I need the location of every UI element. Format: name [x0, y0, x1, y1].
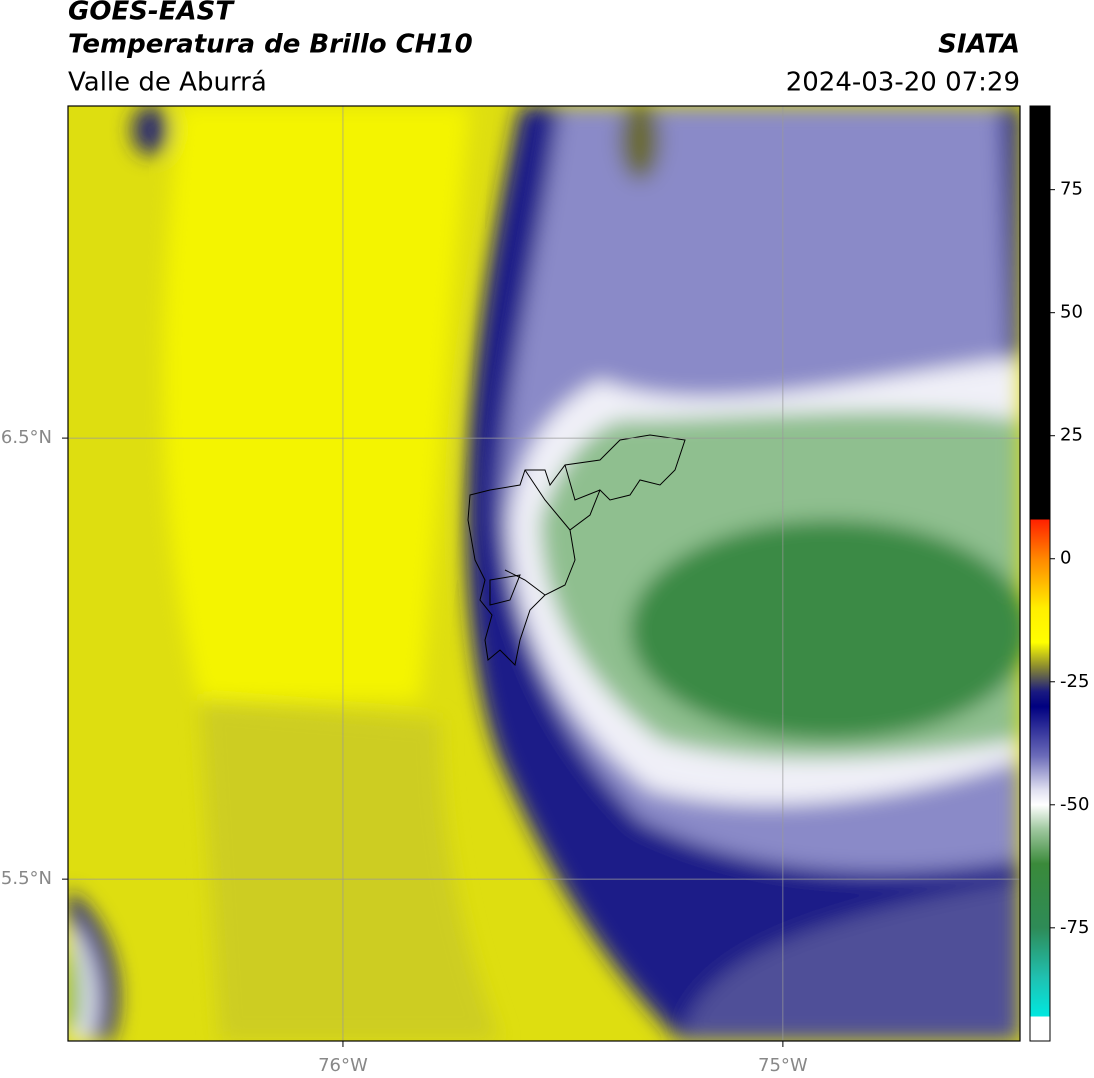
colorbar-tick-label: -25: [1060, 671, 1089, 692]
timestamp: 2024-03-20 07:29: [786, 68, 1020, 98]
y-tick-label: 6.5°N: [1, 427, 52, 448]
colorbar-tick-label: 25: [1060, 425, 1083, 446]
colorbar-tick-label: 75: [1060, 179, 1083, 200]
source: SIATA: [938, 30, 1020, 60]
x-tick-label: 75°W: [758, 1055, 808, 1076]
subtitle: Temperatura de Brillo CH10: [68, 30, 473, 60]
colorbar-tick-label: 50: [1060, 302, 1083, 323]
colorbar-tick-label: -50: [1060, 794, 1089, 815]
temperature-field: [68, 106, 1020, 1041]
map-frame: [67, 105, 1021, 1042]
title: GOES-EAST: [68, 0, 235, 27]
colorbar-tick-label: 0: [1060, 548, 1071, 569]
x-tick-label: 76°W: [318, 1055, 368, 1076]
colorbar-tick-label: -75: [1060, 917, 1089, 938]
y-tick-label: 5.5°N: [1, 868, 52, 889]
region: Valle de Aburrá: [68, 68, 267, 98]
colorbar: [1029, 105, 1051, 1042]
graticule: [68, 106, 1020, 1041]
municipal-borders: [467, 434, 686, 667]
